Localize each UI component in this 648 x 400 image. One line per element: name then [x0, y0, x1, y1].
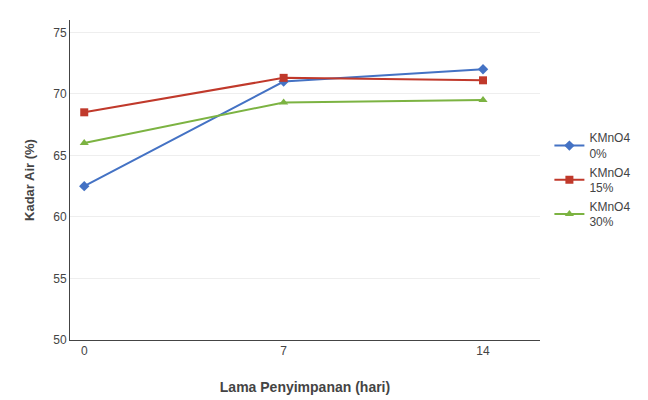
svg-text:KMnO430%: KMnO430% — [589, 200, 630, 230]
svg-text:KMnO40%: KMnO40% — [589, 131, 630, 161]
svg-text:0: 0 — [81, 344, 88, 358]
svg-text:Lama Penyimpanan (hari): Lama Penyimpanan (hari) — [220, 379, 390, 395]
svg-text:KMnO415%: KMnO415% — [589, 166, 630, 196]
svg-text:65: 65 — [53, 149, 67, 163]
svg-text:55: 55 — [53, 272, 67, 286]
svg-text:70: 70 — [53, 87, 67, 101]
svg-text:60: 60 — [53, 210, 67, 224]
svg-text:7: 7 — [280, 344, 287, 358]
svg-text:14: 14 — [476, 344, 490, 358]
svg-text:50: 50 — [53, 333, 67, 347]
svg-text:75: 75 — [53, 26, 67, 40]
svg-text:Kadar Air (%): Kadar Air (%) — [22, 139, 37, 221]
